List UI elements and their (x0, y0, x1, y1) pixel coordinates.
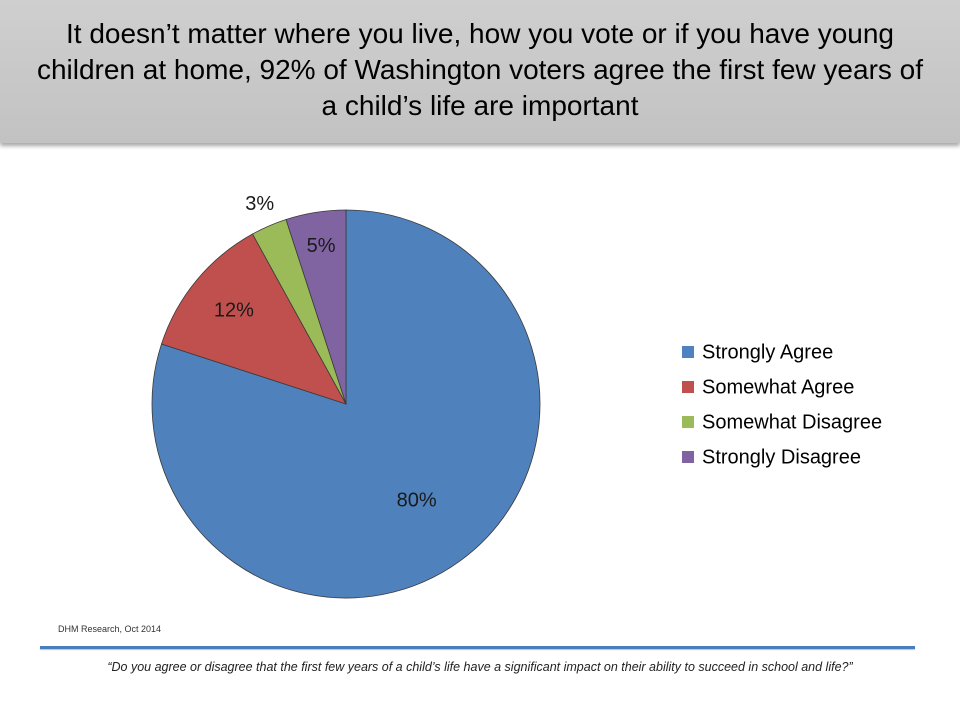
legend-entry-somewhat-agree: Somewhat Agree (702, 376, 854, 398)
legend-swatch-strongly-agree (682, 346, 694, 358)
data-label-somewhat-disagree: 3% (245, 193, 274, 215)
legend-entry-strongly-disagree: Strongly Disagree (702, 446, 861, 468)
legend-entry-strongly-agree: Strongly Agree (702, 341, 833, 363)
pie-data-labels: 80% 12% 3% 5% (214, 193, 437, 512)
source-note: DHM Research, Oct 2014 (58, 624, 162, 634)
legend-swatch-somewhat-disagree (682, 416, 694, 428)
pie-slice-strongly-disagree (285, 209, 347, 405)
data-label-strongly-agree: 80% (397, 490, 437, 512)
legend: Strongly Agree Somewhat Agree Somewhat Dis… (682, 341, 882, 468)
legend-entry-somewhat-disagree: Somewhat Disagree (702, 411, 882, 433)
survey-question: “Do you agree or disagree that the first… (107, 660, 853, 674)
legend-swatch-somewhat-agree (682, 381, 694, 393)
pie-slices (151, 209, 541, 599)
data-label-somewhat-agree: 12% (214, 300, 254, 322)
legend-swatch-strongly-disagree (682, 451, 694, 463)
pie-slice-somewhat-agree (160, 233, 347, 405)
title-banner: It doesn’t matter where you live, how yo… (0, 0, 960, 143)
footer-divider (40, 646, 915, 649)
page-title: It doesn’t matter where you live, how yo… (36, 17, 924, 121)
data-label-strongly-disagree: 5% (307, 235, 336, 257)
